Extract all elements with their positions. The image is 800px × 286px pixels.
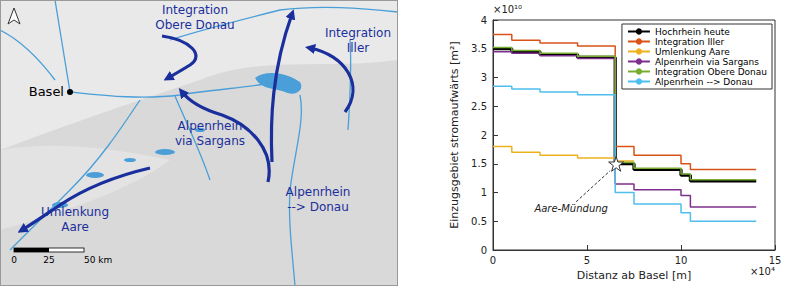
svg-text:×10¹⁰: ×10¹⁰ bbox=[493, 4, 522, 15]
svg-text:0: 0 bbox=[481, 245, 487, 256]
svg-text:50 km: 50 km bbox=[84, 255, 112, 265]
svg-text:5: 5 bbox=[584, 255, 590, 266]
svg-text:--> Donau: --> Donau bbox=[287, 200, 349, 214]
svg-text:Integration Iller: Integration Iller bbox=[655, 37, 725, 47]
svg-text:Umlenkung Aare: Umlenkung Aare bbox=[655, 47, 730, 57]
svg-text:Einzugsgebiet stromaufwärts [m: Einzugsgebiet stromaufwärts [m²] bbox=[448, 41, 461, 228]
svg-text:1.5: 1.5 bbox=[471, 158, 487, 169]
svg-text:0: 0 bbox=[490, 255, 496, 266]
svg-text:25: 25 bbox=[43, 255, 54, 265]
svg-text:2: 2 bbox=[481, 130, 487, 141]
svg-text:Umlenkung: Umlenkung bbox=[41, 205, 109, 219]
svg-text:0.5: 0.5 bbox=[471, 216, 487, 227]
svg-text:Integration: Integration bbox=[325, 26, 391, 40]
svg-text:2.5: 2.5 bbox=[471, 101, 487, 112]
svg-text:×10⁴: ×10⁴ bbox=[750, 266, 775, 277]
svg-text:Distanz ab Basel [m]: Distanz ab Basel [m] bbox=[577, 269, 691, 282]
svg-text:Integration Obere Donau: Integration Obere Donau bbox=[655, 67, 767, 77]
svg-text:0: 0 bbox=[11, 255, 17, 265]
svg-text:Hochrhein heute: Hochrhein heute bbox=[655, 27, 730, 37]
svg-text:Aare-Mündung: Aare-Mündung bbox=[533, 203, 608, 214]
svg-text:Integration: Integration bbox=[162, 3, 228, 17]
svg-text:Obere Donau: Obere Donau bbox=[155, 18, 234, 32]
svg-text:3.5: 3.5 bbox=[471, 43, 487, 54]
svg-text:Aare: Aare bbox=[61, 220, 89, 234]
svg-text:Alpenrhein: Alpenrhein bbox=[178, 119, 243, 133]
svg-text:Iller: Iller bbox=[347, 41, 370, 55]
svg-text:via Sargans: via Sargans bbox=[175, 134, 245, 148]
svg-text:3: 3 bbox=[481, 72, 487, 83]
svg-text:1: 1 bbox=[481, 187, 487, 198]
svg-text:15: 15 bbox=[769, 255, 782, 266]
svg-text:Basel: Basel bbox=[29, 84, 64, 99]
svg-text:10: 10 bbox=[675, 255, 688, 266]
svg-text:Alpenrhein: Alpenrhein bbox=[286, 185, 351, 199]
svg-text:Alpenrhein via Sargans: Alpenrhein via Sargans bbox=[655, 57, 759, 67]
svg-text:4: 4 bbox=[481, 15, 487, 26]
svg-text:Alpenrhein --> Donau: Alpenrhein --> Donau bbox=[655, 77, 753, 87]
